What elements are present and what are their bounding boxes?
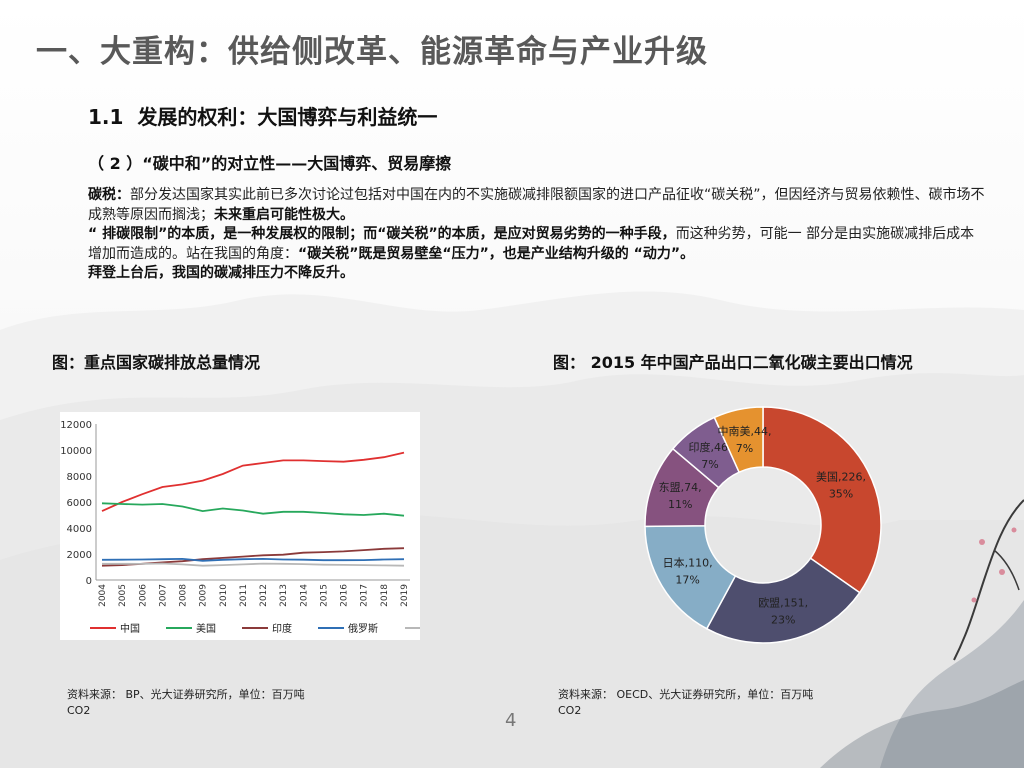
source-right-line2: CO2 xyxy=(558,704,582,717)
slice-pct: 7% xyxy=(736,442,753,455)
section-heading: （ 2 ）“碳中和”的对立性——大国博弈、贸易摩擦 xyxy=(88,154,452,173)
slice-label: 印度,46, xyxy=(688,440,731,454)
slice-pct: 7% xyxy=(701,458,718,471)
donut-slice-中南美 xyxy=(713,406,764,474)
slice-label: 日本,110, xyxy=(663,555,713,569)
p1-text: 部分发达国家其实此前已多次讨论过包括对中国在内的不实施碳减排限额国家的进口产品征… xyxy=(88,187,985,223)
figure-left-title: 图：重点国家碳排放总量情况 xyxy=(52,353,261,372)
p2-bold1: “ 排碳限制”的本质，是一种发展权的限制；而“碳关税”的本质，是应对贸易劣势的一… xyxy=(88,226,676,242)
y-tick-label: 8000 xyxy=(67,472,92,483)
y-tick-label: 0 xyxy=(86,576,92,587)
x-tick-label: 2004 xyxy=(98,584,108,607)
y-tick-label: 12000 xyxy=(60,420,92,431)
slice-pct: 17% xyxy=(675,573,699,586)
line-chart-svg: 0 2000 4000 6000 8000 10000 12000 2004 2005 2006 2… xyxy=(60,420,455,635)
source-note-right: 资料来源： OECD、光大证券研究所，单位：百万吨 CO2 xyxy=(558,687,868,719)
slice-label: 美国,226, xyxy=(816,470,866,483)
x-tick-label: 2011 xyxy=(239,584,249,607)
series-line-美国 xyxy=(101,502,405,517)
donut-chart-svg: 美国,226, 35% 欧盟,151, 23% 日本,110, 17% 东盟,74, 11% 印… xyxy=(644,406,882,644)
x-tick-label: 2008 xyxy=(179,584,189,607)
export-donut-chart: 美国,226, 35% 欧盟,151, 23% 日本,110, 17% 东盟,74, 11% 印… xyxy=(628,398,898,658)
p1-lead: 碳税： xyxy=(88,187,130,203)
x-tick-label: 2006 xyxy=(138,584,148,607)
x-tick-label: 2016 xyxy=(340,584,350,607)
donut-slice-美国 xyxy=(762,406,882,594)
page-title: 一、大重构：供给侧改革、能源革命与产业升级 xyxy=(36,34,708,70)
legend-label: 中国 xyxy=(120,622,140,635)
slice-pct: 23% xyxy=(771,614,795,627)
paragraph-biden: 拜登上台后，我国的碳减排压力不降反升。 xyxy=(88,264,988,284)
x-tick-label: 2014 xyxy=(299,584,309,607)
paragraph-carbon-tax: 碳税：部分发达国家其实此前已多次讨论过包括对中国在内的不实施碳减排限额国家的进口… xyxy=(88,186,988,225)
p2-text: 而这种劣势，可能一 部分是由实施碳减排后成本增加而造成的。站在我国的角度： xyxy=(88,226,975,262)
p3-bold: 拜登上台后，我国的碳减排压力不降反升。 xyxy=(88,265,354,281)
page-number: 4 xyxy=(505,710,517,731)
legend-label: 俄罗斯 xyxy=(348,622,378,635)
body-text: 碳税：部分发达国家其实此前已多次讨论过包括对中国在内的不实施碳减排限额国家的进口… xyxy=(88,186,988,284)
plum-branch-decoration xyxy=(953,499,1024,661)
source-left-line2: CO2 xyxy=(67,704,91,717)
figure-right-title: 图： 2015 年中国产品出口二氧化碳主要出口情况 xyxy=(553,353,913,372)
slice-label: 东盟,74, xyxy=(659,481,702,494)
p2-bold2: “碳关税”既是贸易壁垒“压力”，也是产业结构升级的 “动力”。 xyxy=(298,245,695,262)
legend-label: 美国 xyxy=(196,622,216,635)
x-tick-label: 2005 xyxy=(118,584,128,607)
series-line-中国 xyxy=(101,451,405,512)
subtitle-number: 1.1 xyxy=(88,105,124,129)
paragraph-emission-limit: “ 排碳限制”的本质，是一种发展权的限制；而“碳关税”的本质，是应对贸易劣势的一… xyxy=(88,225,988,264)
series-line-俄罗斯 xyxy=(101,557,405,562)
p1-bold: 未来重启可能性极大。 xyxy=(214,206,354,223)
x-tick-label: 2018 xyxy=(380,584,390,607)
x-tick-label: 2017 xyxy=(360,584,370,607)
section-subtitle: 1.1 发展的权利：大国博弈与利益统一 xyxy=(88,101,437,130)
series-line-日本 xyxy=(102,562,405,567)
slice-label: 中南美,44, xyxy=(717,425,771,438)
subtitle-text: 发展的权利：大国博弈与利益统一 xyxy=(137,105,438,129)
source-right-line1: 资料来源： OECD、光大证券研究所，单位：百万吨 xyxy=(558,688,814,701)
slice-pct: 35% xyxy=(829,487,853,500)
y-tick-label: 10000 xyxy=(60,446,92,457)
x-tick-label: 2013 xyxy=(279,584,289,607)
slice-pct: 11% xyxy=(668,498,692,511)
source-note-left: 资料来源： BP、光大证券研究所，单位：百万吨 CO2 xyxy=(67,687,367,719)
x-tick-label: 2007 xyxy=(158,584,168,607)
y-tick-label: 4000 xyxy=(67,524,92,535)
source-left-line1: 资料来源： BP、光大证券研究所，单位：百万吨 xyxy=(67,688,305,701)
y-tick-label: 2000 xyxy=(67,550,92,561)
emissions-line-chart: 0 2000 4000 6000 8000 10000 12000 2004 2005 2006 2… xyxy=(60,412,455,640)
slice-label: 欧盟,151, xyxy=(758,597,808,610)
x-tick-label: 2019 xyxy=(400,584,410,607)
x-tick-label: 2012 xyxy=(259,584,269,607)
legend-label: 印度 xyxy=(272,622,292,635)
donut-slice-欧盟 xyxy=(705,557,861,644)
x-tick-label: 2010 xyxy=(219,584,229,607)
x-tick-label: 2009 xyxy=(199,584,209,607)
x-tick-label: 2015 xyxy=(319,584,329,607)
y-tick-label: 6000 xyxy=(67,498,92,509)
